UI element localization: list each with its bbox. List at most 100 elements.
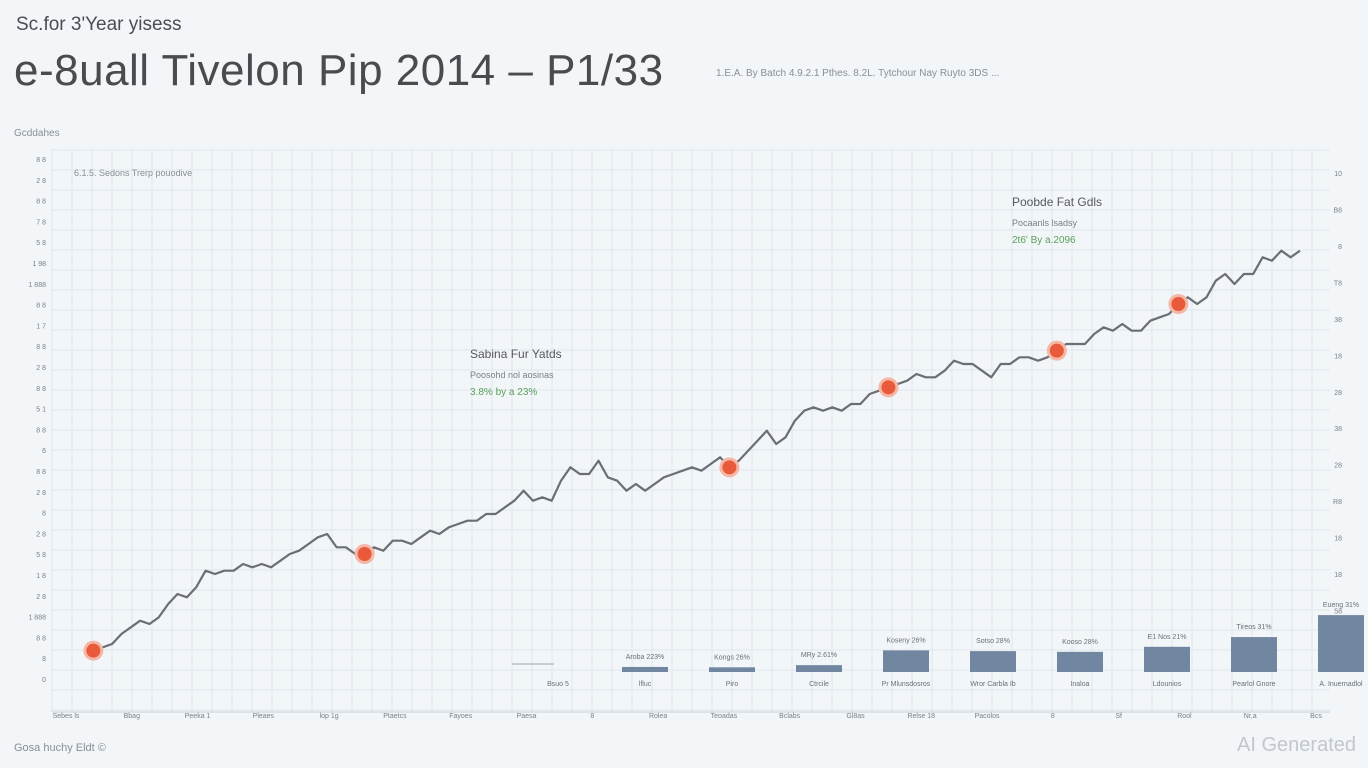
y-tick-label-left: 8 8: [36, 303, 46, 310]
bar-value-label: Koseny 26%: [886, 637, 925, 644]
x-tick-label: Bcs: [1310, 713, 1322, 720]
y-tick-label-left: 8 8: [36, 199, 46, 206]
bar-category-label: Ctrcile: [809, 681, 829, 688]
marker-point: [1171, 297, 1186, 311]
y-tick-label-left: 6: [42, 448, 46, 455]
y-ticks-right: 10B88T83818283828R818185888: [1333, 171, 1342, 652]
annotation-subtitle: Poosohd nol aosinas: [470, 370, 554, 380]
y-tick-label-right: 58: [1334, 609, 1342, 616]
annotation-subtitle: Pocaanls lsadsy: [1012, 218, 1078, 228]
bar-category-label: Piro: [726, 681, 739, 688]
y-tick-label-left: 8 8: [36, 386, 46, 393]
marker-point: [722, 460, 737, 475]
bar-value-label: E1 Nos 21%: [1148, 634, 1187, 641]
footer-note: Gosa huchy Eldt ©: [14, 742, 106, 754]
y-tick-label-left: 1 888: [28, 615, 46, 622]
bar-category-label: Inaloa: [1070, 681, 1089, 688]
y-tick-label-left: 8 8: [36, 635, 46, 642]
y-tick-label-left: 1 98: [32, 261, 46, 268]
x-tick-label: 8: [1051, 713, 1055, 720]
y-tick-label-right: 28: [1334, 463, 1342, 470]
bar-category-label: lfluc: [639, 681, 652, 688]
bar-category-label: Bsuo 5: [547, 681, 569, 688]
plot-note: 6.1.5. Sedons Trerp pouodive: [74, 168, 192, 178]
x-ticks: Sebes ls Bbag Peeka 1 Pleaes lop 1g Ptaetcs Fa…: [53, 713, 1323, 720]
y-tick-label-right: 38: [1334, 317, 1342, 324]
y-tick-label-right: R8: [1333, 499, 1342, 506]
x-tick-label: Sf: [1115, 713, 1122, 720]
y-tick-label-right: 38: [1334, 426, 1342, 433]
marker-point: [881, 380, 896, 395]
y-tick-label-left: 2 8: [36, 594, 46, 601]
y-axis-caption: Gcddahes: [14, 128, 60, 139]
annotation-pct: 2t6' By a.2096: [1012, 235, 1076, 246]
y-ticks-left: 8 8 2 8 8 8 7 8 5 8 1 98 1 888 8 8 1 7 8 8 2 8 8 8 5…: [28, 157, 46, 684]
y-tick-label-right: 18: [1334, 572, 1342, 579]
bar-category-label: Pearlol Gnore: [1232, 681, 1275, 688]
y-tick-label-left: 1 7: [36, 323, 46, 330]
y-tick-label-left: 8 8: [36, 344, 46, 351]
line-group: [84, 249, 1301, 652]
bar: [1318, 615, 1364, 672]
x-tick-label: Ptaetcs: [383, 713, 407, 720]
y-tick-label-left: 8 8: [36, 469, 46, 476]
annotation-pct: 3.8% by a 23%: [470, 387, 537, 398]
y-tick-label-left: 5 8: [36, 552, 46, 559]
bar: [1144, 646, 1190, 672]
grid: [51, 149, 1330, 713]
bar: [709, 667, 755, 672]
chart-kicker: Sc.for 3'Year yisess: [16, 14, 182, 35]
title-note: 1.E.A. By Batch 4.9.2.1 Pthes. 8.2L. Tyt…: [716, 68, 1000, 79]
x-tick-label: Fayoes: [449, 713, 472, 720]
x-tick-label: Gl8as: [846, 713, 865, 720]
x-tick-label: Bbag: [124, 713, 140, 720]
annotation-title: Sabina Fur Yatds: [470, 347, 562, 361]
y-tick-label-left: 5 1: [36, 407, 46, 414]
bar-value-label: MRy 2.61%: [801, 652, 837, 659]
y-tick-label-left: 0: [42, 677, 46, 684]
watermark: AI Generated: [1237, 734, 1356, 756]
y-tick-label-right: B8: [1333, 207, 1342, 214]
bar-category-label: Wror Carbla Ib: [970, 681, 1015, 688]
y-tick-label-left: 1 8: [36, 573, 46, 580]
annotation-group: Sabina Fur Yatds Poosohd nol aosinas 3.8% …: [470, 195, 1102, 398]
y-tick-label-left: 5 8: [36, 240, 46, 247]
x-tick-label: Nr,a: [1244, 713, 1257, 720]
marker-point: [1049, 343, 1064, 358]
y-tick-label-left: 8: [42, 656, 46, 663]
bar: [1231, 637, 1277, 672]
bar-category-label: A. Inuernadlol: [1319, 681, 1363, 688]
annotation-title: Poobde Fat Gdls: [1012, 195, 1102, 209]
y-tick-label-left: 7 8: [36, 219, 46, 226]
marker-point: [86, 643, 101, 658]
x-tick-label: Bclabs: [779, 713, 801, 720]
x-tick-label: Sebes ls: [53, 713, 80, 720]
y-tick-label-right: 8: [1338, 244, 1342, 251]
bar: [622, 666, 668, 672]
y-tick-label-right: T8: [1334, 280, 1342, 287]
bar-category-label: Pr Mlunsdosros: [882, 681, 931, 688]
y-tick-label-left: 2 8: [36, 490, 46, 497]
marker-point: [357, 547, 372, 561]
bar-value-label: Tireos 31%: [1236, 624, 1271, 631]
y-tick-label-right: 18: [1334, 353, 1342, 360]
bar: [796, 665, 842, 672]
y-tick-label-left: 1 888: [28, 282, 46, 289]
series-line: [84, 249, 1301, 652]
x-tick-label: lop 1g: [320, 713, 339, 720]
y-tick-label-right: 10: [1334, 171, 1342, 178]
chart-title: e-8uall Tivelon Pip 2014 – P1/33: [14, 46, 664, 95]
x-tick-label: Relse 18: [907, 713, 935, 720]
x-tick-label: Pacolos: [975, 713, 1000, 720]
y-tick-label-left: 2 8: [36, 531, 46, 538]
y-tick-label-right: 28: [1334, 390, 1342, 397]
bar-value-label: Kongs 26%: [714, 654, 750, 661]
y-tick-label-left: 8 8: [36, 157, 46, 164]
bar-group: Bsuo 5 Aroba 223% lfluc Kongs 26% Piro MRy 2.…: [512, 602, 1364, 688]
y-tick-label-right: 18: [1334, 536, 1342, 543]
bar-value-label: Sotso 28%: [976, 638, 1010, 645]
bar: [970, 651, 1016, 672]
bar-value-label: Aroba 223%: [626, 654, 665, 661]
x-tick-label: Rolea: [649, 713, 667, 720]
